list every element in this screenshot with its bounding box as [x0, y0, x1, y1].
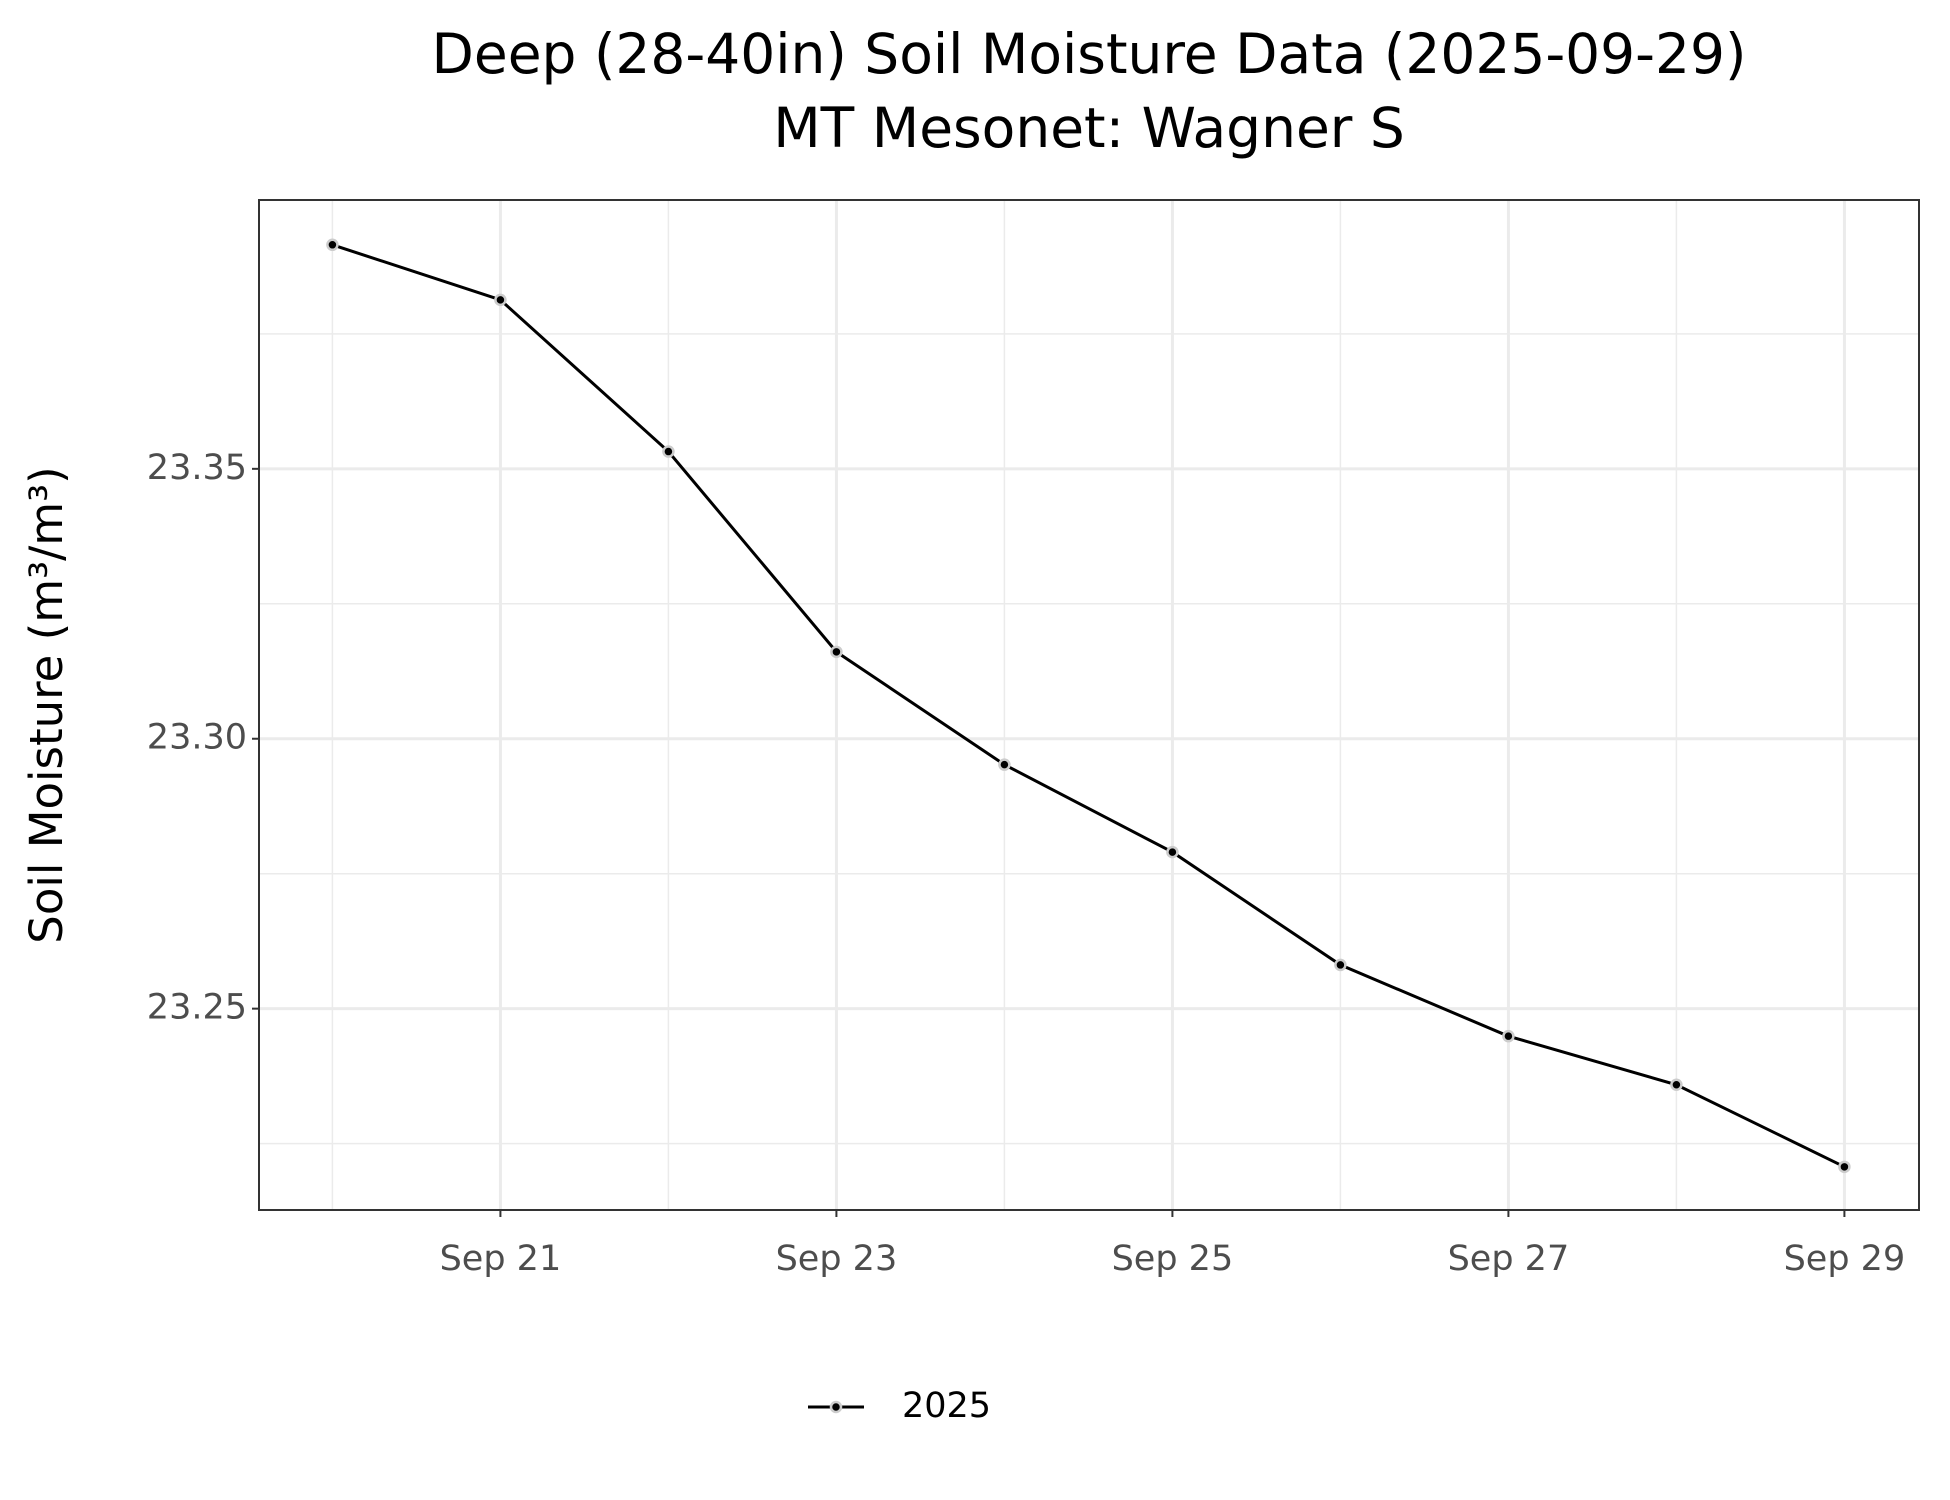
data-point	[662, 445, 675, 458]
y-tick-label: 23.35	[147, 448, 247, 488]
plot	[326, 238, 1851, 1174]
x-tick-label: Sep 23	[776, 1239, 898, 1279]
data-point	[494, 293, 507, 307]
legend-label: 2025	[902, 1386, 991, 1426]
data-point	[1838, 1160, 1851, 1174]
data-point	[1502, 1029, 1515, 1043]
y-tick-label: 23.30	[147, 718, 247, 758]
panel-border	[258, 199, 1920, 1211]
data-point	[1334, 958, 1347, 972]
x-tick-label: Sep 29	[1784, 1239, 1906, 1279]
data-point	[830, 645, 843, 659]
grid	[259, 200, 1919, 1210]
x-tick-label: Sep 25	[1112, 1239, 1234, 1279]
chart-subtitle: MT Mesonet: Wagner S	[773, 96, 1405, 160]
data-point	[998, 758, 1011, 771]
chart-title: Deep (28-40in) Soil Moisture Data (2025-…	[432, 22, 1747, 86]
data-point	[1670, 1078, 1683, 1092]
data-point	[326, 238, 339, 252]
x-tick-label: Sep 27	[1448, 1239, 1570, 1279]
y-tick-label: 23.25	[147, 988, 247, 1028]
y-axis-title: Soil Moisture (m³/m³)	[20, 466, 73, 943]
legend-point	[829, 1400, 843, 1414]
series-line	[331, 243, 1846, 1169]
x-tick-label: Sep 21	[440, 1239, 562, 1279]
data-point	[1166, 845, 1179, 859]
